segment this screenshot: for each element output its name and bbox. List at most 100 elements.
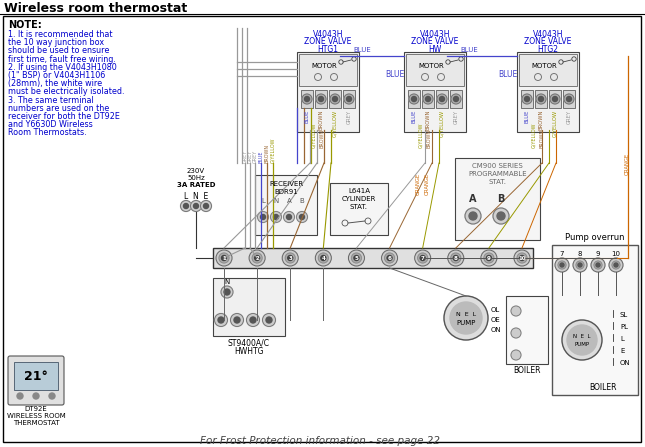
Circle shape bbox=[333, 97, 337, 101]
Circle shape bbox=[423, 94, 433, 104]
Circle shape bbox=[576, 261, 584, 269]
Bar bbox=[297, 52, 359, 132]
Text: GREY: GREY bbox=[566, 110, 571, 124]
Text: the 10 way junction box: the 10 way junction box bbox=[8, 38, 104, 47]
Circle shape bbox=[183, 203, 188, 208]
Text: 1: 1 bbox=[222, 256, 226, 261]
Circle shape bbox=[451, 253, 461, 263]
Circle shape bbox=[221, 256, 226, 261]
Text: MOTOR: MOTOR bbox=[418, 63, 444, 69]
Bar bbox=[521, 90, 533, 108]
Text: 10: 10 bbox=[611, 251, 620, 257]
Bar bbox=[552, 245, 638, 395]
Text: N  E  L: N E L bbox=[456, 312, 476, 316]
Circle shape bbox=[450, 302, 482, 334]
Text: L: L bbox=[620, 336, 624, 342]
Text: and Y6630D Wireless: and Y6630D Wireless bbox=[8, 120, 93, 129]
Circle shape bbox=[286, 215, 292, 219]
Bar bbox=[404, 52, 466, 132]
Text: BROWN: BROWN bbox=[426, 110, 430, 131]
Circle shape bbox=[439, 97, 444, 101]
Text: GREY: GREY bbox=[243, 150, 248, 163]
Text: G/YELLOW: G/YELLOW bbox=[270, 138, 275, 163]
Text: Wireless room thermostat: Wireless room thermostat bbox=[4, 2, 187, 15]
Text: RECEIVER: RECEIVER bbox=[269, 181, 303, 187]
Text: GREY: GREY bbox=[453, 110, 459, 124]
Circle shape bbox=[415, 250, 431, 266]
Text: (1" BSP) or V4043H1106: (1" BSP) or V4043H1106 bbox=[8, 71, 105, 80]
Text: OE: OE bbox=[491, 317, 501, 323]
Circle shape bbox=[316, 94, 326, 104]
Circle shape bbox=[288, 256, 293, 261]
Circle shape bbox=[234, 317, 240, 323]
Circle shape bbox=[257, 211, 268, 223]
Circle shape bbox=[299, 215, 304, 219]
Circle shape bbox=[230, 313, 244, 326]
Bar bbox=[213, 248, 533, 268]
Circle shape bbox=[224, 289, 230, 295]
Circle shape bbox=[348, 250, 364, 266]
Circle shape bbox=[469, 212, 477, 220]
Text: V4043H: V4043H bbox=[313, 30, 343, 39]
Circle shape bbox=[17, 393, 23, 399]
Text: N  E  L: N E L bbox=[573, 334, 591, 340]
Text: HWHTG: HWHTG bbox=[234, 347, 264, 356]
Text: V4043H: V4043H bbox=[420, 30, 450, 39]
Text: G/YELLOW: G/YELLOW bbox=[553, 110, 557, 137]
Circle shape bbox=[204, 203, 208, 208]
Text: G/YELLOW: G/YELLOW bbox=[419, 122, 424, 148]
Circle shape bbox=[578, 263, 582, 267]
Text: B: B bbox=[300, 198, 304, 204]
Bar bbox=[315, 90, 327, 108]
Circle shape bbox=[453, 97, 459, 101]
Text: 5: 5 bbox=[355, 256, 359, 261]
Circle shape bbox=[273, 215, 279, 219]
Text: 4: 4 bbox=[321, 256, 325, 261]
Text: 50Hz: 50Hz bbox=[187, 175, 205, 181]
Circle shape bbox=[49, 393, 55, 399]
Circle shape bbox=[283, 250, 298, 266]
Bar bbox=[301, 90, 313, 108]
Text: CYLINDER: CYLINDER bbox=[342, 196, 376, 202]
Circle shape bbox=[465, 208, 481, 224]
Bar bbox=[535, 90, 547, 108]
Text: CM900 SERIES: CM900 SERIES bbox=[472, 163, 523, 169]
Circle shape bbox=[564, 94, 574, 104]
Text: 3A RATED: 3A RATED bbox=[177, 182, 215, 188]
Text: BOILER: BOILER bbox=[590, 383, 617, 392]
Circle shape bbox=[451, 94, 461, 104]
Text: A: A bbox=[286, 198, 292, 204]
Text: 10: 10 bbox=[518, 256, 526, 261]
Bar bbox=[299, 54, 357, 86]
Text: L  N  E: L N E bbox=[184, 192, 208, 201]
Circle shape bbox=[344, 94, 354, 104]
Bar bbox=[408, 90, 420, 108]
Bar bbox=[14, 362, 58, 390]
Text: ZONE VALVE: ZONE VALVE bbox=[304, 38, 352, 46]
Text: 3. The same terminal: 3. The same terminal bbox=[8, 96, 94, 105]
Text: PL: PL bbox=[620, 324, 628, 330]
Circle shape bbox=[562, 320, 602, 360]
Circle shape bbox=[215, 313, 228, 326]
Circle shape bbox=[409, 94, 419, 104]
Circle shape bbox=[539, 97, 544, 101]
Text: ON: ON bbox=[620, 360, 631, 366]
Text: receiver for both the DT92E: receiver for both the DT92E bbox=[8, 112, 120, 121]
Bar bbox=[406, 54, 464, 86]
Text: GREY: GREY bbox=[252, 150, 257, 163]
Circle shape bbox=[514, 250, 530, 266]
Bar bbox=[517, 52, 579, 132]
Circle shape bbox=[612, 261, 620, 269]
Text: E: E bbox=[620, 348, 624, 354]
Circle shape bbox=[249, 250, 265, 266]
Circle shape bbox=[497, 212, 505, 220]
Text: 230V: 230V bbox=[187, 168, 205, 174]
Circle shape bbox=[609, 258, 623, 272]
Text: should be used to ensure: should be used to ensure bbox=[8, 46, 110, 55]
Text: ST9400A/C: ST9400A/C bbox=[228, 339, 270, 348]
Circle shape bbox=[284, 211, 295, 223]
Circle shape bbox=[321, 256, 326, 261]
Text: PROGRAMMABLE: PROGRAMMABLE bbox=[468, 171, 527, 177]
Circle shape bbox=[412, 97, 417, 101]
Text: HTG1: HTG1 bbox=[317, 45, 339, 54]
